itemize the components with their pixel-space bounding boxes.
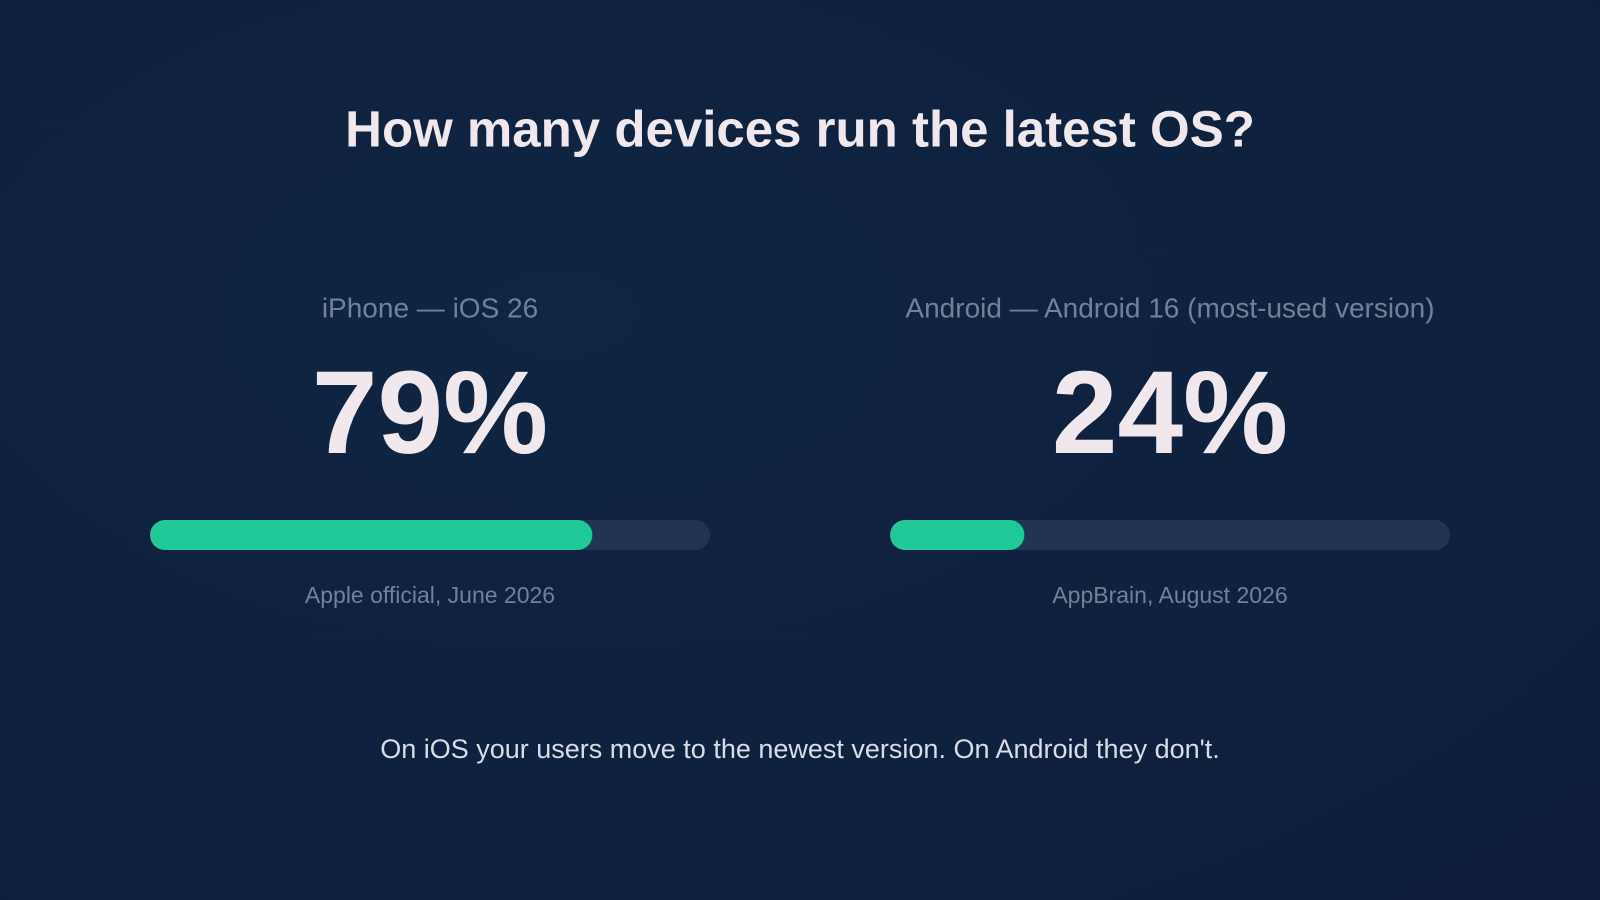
bar <box>890 520 1025 550</box>
source: AppBrain, August 2026 <box>1052 582 1287 608</box>
bar-track <box>890 520 1450 550</box>
bar <box>150 520 593 550</box>
footnote: On iOS your users move to the newest ver… <box>380 734 1220 764</box>
panel-label: Android — Android 16 (most-used version) <box>905 292 1434 323</box>
source: Apple official, June 2026 <box>305 582 555 608</box>
chart-title: How many devices run the latest OS? <box>345 100 1255 157</box>
value-label: 24% <box>1052 347 1288 479</box>
panel-label: iPhone — iOS 26 <box>322 292 538 323</box>
value-label: 79% <box>312 347 548 479</box>
